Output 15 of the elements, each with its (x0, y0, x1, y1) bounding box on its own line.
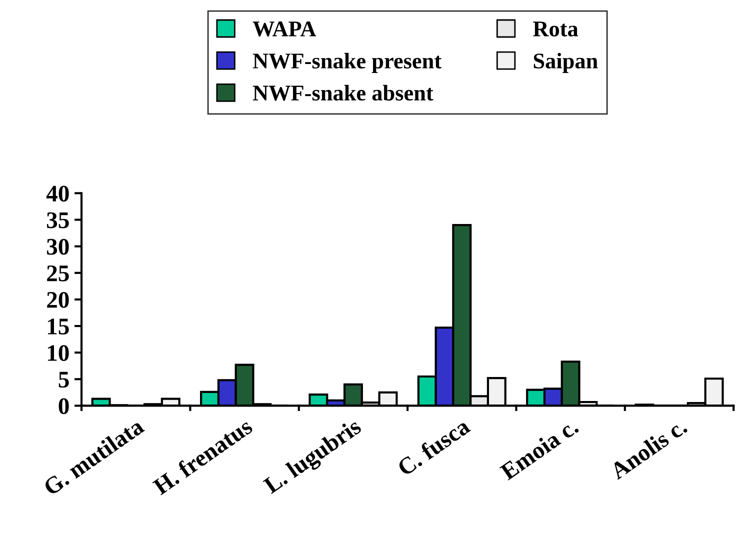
y-tick-label: 20 (47, 292, 69, 308)
y-tick-label: 15 (48, 318, 69, 334)
x-tick-label: C. fusca (396, 416, 472, 477)
y-tick-label: 25 (47, 265, 69, 282)
legend-label: NWF-snake absent (252, 84, 434, 101)
legend-label: WAPA (252, 22, 316, 37)
legend-label: Saipan (534, 52, 598, 74)
y-tick-label: 0 (58, 398, 69, 414)
y-tick-label: 5 (58, 372, 69, 388)
y-tick-label: 35 (46, 212, 69, 228)
y-tick-label: 10 (48, 345, 69, 362)
legend-label: Rota (533, 22, 578, 36)
y-tick-label: 40 (46, 186, 69, 202)
legend-label: NWF-snake present (252, 52, 442, 74)
y-tick-label: 30 (46, 238, 69, 255)
